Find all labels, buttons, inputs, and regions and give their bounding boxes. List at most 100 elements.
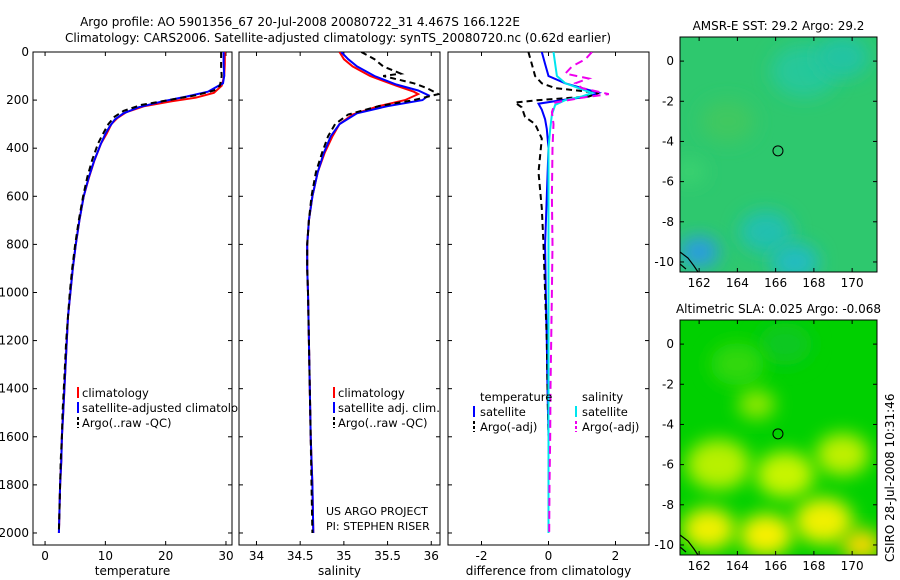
legend-label: Argo(..raw -QC) bbox=[82, 416, 172, 430]
x-tick-label: 34.5 bbox=[287, 549, 314, 563]
x-tick-label: 2 bbox=[612, 549, 620, 563]
map-field-patch bbox=[701, 100, 755, 143]
y-tick-label: -8 bbox=[662, 215, 674, 229]
map-field-patch bbox=[737, 389, 776, 420]
map-frame bbox=[679, 319, 878, 556]
map-field-patch bbox=[680, 158, 706, 185]
y-tick-label: -6 bbox=[662, 175, 674, 189]
map-title: Altimetric SLA: 0.025 Argo: -0.068 bbox=[676, 302, 881, 316]
legend-label: satellite adj. clim. bbox=[338, 401, 440, 415]
pi-label: PI: STEPHEN RISER bbox=[326, 520, 430, 533]
map-title: AMSR-E SST: 29.2 Argo: 29.2 bbox=[693, 19, 865, 33]
y-tick-label: 1400 bbox=[0, 382, 29, 396]
x-tick-label: 30 bbox=[218, 549, 233, 563]
series-line-1 bbox=[306, 52, 431, 534]
y-tick-label: -2 bbox=[662, 94, 674, 108]
map-field-patch bbox=[793, 497, 853, 544]
map-field-patch bbox=[758, 323, 812, 366]
map-field-patch bbox=[681, 507, 736, 550]
x-axis-label: salinity bbox=[318, 564, 361, 578]
y-tick-label: 0 bbox=[21, 45, 29, 59]
series-line-2 bbox=[57, 52, 223, 531]
y-tick-label: 1000 bbox=[0, 285, 29, 299]
map-field-patch bbox=[815, 433, 870, 476]
y-tick-label: -8 bbox=[662, 498, 674, 512]
series-line-1 bbox=[512, 52, 600, 533]
map-frame bbox=[679, 36, 878, 273]
series-line-2 bbox=[306, 52, 440, 534]
x-tick-label: 35 bbox=[336, 549, 351, 563]
side-timestamp: CSIRO 28-Jul-2008 10:31:46 bbox=[883, 394, 897, 562]
x-tick-label: 170 bbox=[841, 276, 864, 290]
map-field-patches bbox=[681, 323, 877, 555]
y-tick-label: 2000 bbox=[0, 526, 29, 540]
x-tick-label: 168 bbox=[802, 276, 825, 290]
argo-float-marker bbox=[772, 145, 784, 157]
map-field-patch bbox=[710, 343, 765, 386]
y-tick-label: -10 bbox=[654, 538, 674, 552]
y-tick-label: 800 bbox=[6, 237, 29, 251]
map-field-patch bbox=[686, 439, 751, 490]
legend-label: Argo(..raw -QC) bbox=[338, 416, 428, 430]
x-tick-label: 170 bbox=[841, 559, 864, 573]
sst-map-panel: AMSR-E SST: 29.2 Argo: 29.2 162 164 166 168 1… bbox=[654, 19, 878, 290]
sla-map-panel: Altimetric SLA: 0.025 Argo: -0.068 162 164… bbox=[654, 302, 881, 573]
y-tick-label: 0 bbox=[666, 54, 674, 68]
x-tick-label: 36 bbox=[424, 549, 439, 563]
y-tick-label: 400 bbox=[6, 141, 29, 155]
x-tick-label: -2 bbox=[476, 549, 488, 563]
x-axis-label: temperature bbox=[95, 564, 170, 578]
x-tick-label: 35.5 bbox=[374, 549, 401, 563]
map-field-patch bbox=[739, 210, 793, 253]
x-tick-label: 162 bbox=[688, 559, 711, 573]
x-axis-label: difference from climatology bbox=[466, 564, 632, 578]
x-tick-label: 0 bbox=[41, 549, 49, 563]
figure-title-line1: Argo profile: AO 5901356_67 20-Jul-2008 … bbox=[80, 15, 520, 29]
legend-label: satellite-adjusted climatology bbox=[82, 401, 252, 415]
y-tick-label: 1600 bbox=[0, 430, 29, 444]
x-tick-label: 10 bbox=[98, 549, 113, 563]
x-tick-label: 34 bbox=[249, 549, 264, 563]
y-tick-label: -4 bbox=[662, 417, 674, 431]
plot-frame bbox=[32, 51, 233, 546]
y-tick-label: 1800 bbox=[0, 478, 29, 492]
map-field-patch bbox=[755, 451, 815, 498]
legend-label: climatology bbox=[338, 386, 405, 400]
salinity-profile-panel: 34 34.5 35 35.5 36 salinity climatologysatelli… bbox=[238, 51, 441, 578]
y-tick-label: 0 bbox=[666, 337, 674, 351]
map-field-patches bbox=[680, 37, 870, 272]
map-field-patch bbox=[739, 513, 793, 555]
y-tick-label: -2 bbox=[662, 377, 674, 391]
x-tick-label: 20 bbox=[158, 549, 173, 563]
map-field-patch bbox=[841, 529, 877, 555]
y-tick-label: 1200 bbox=[0, 334, 29, 348]
x-tick-label: 166 bbox=[764, 276, 787, 290]
y-tick-label: -10 bbox=[654, 255, 674, 269]
x-tick-label: 166 bbox=[764, 559, 787, 573]
argo-float-marker bbox=[772, 428, 784, 440]
legend-label: climatology bbox=[82, 386, 149, 400]
legend-label: satellite bbox=[480, 405, 526, 419]
legend-label: satellite bbox=[582, 405, 628, 419]
legend-label: Argo(-adj) bbox=[582, 420, 639, 434]
x-tick-label: 162 bbox=[688, 276, 711, 290]
x-tick-label: 168 bbox=[802, 559, 825, 573]
legend-label: Argo(-adj) bbox=[480, 420, 537, 434]
legend-group-title: salinity bbox=[582, 390, 623, 404]
map-field-patch bbox=[815, 37, 870, 79]
y-tick-label: -6 bbox=[662, 458, 674, 472]
figure-title-line2: Climatology: CARS2006. Satellite-adjuste… bbox=[65, 31, 611, 45]
coastline bbox=[680, 534, 699, 555]
y-tick-label: 200 bbox=[6, 93, 29, 107]
x-tick-label: 164 bbox=[726, 559, 749, 573]
y-tick-label: 600 bbox=[6, 189, 29, 203]
x-tick-label: 0 bbox=[545, 549, 553, 563]
map-field-patch bbox=[680, 236, 720, 268]
plot-frame bbox=[238, 51, 441, 546]
x-tick-label: 164 bbox=[726, 276, 749, 290]
map-field-patch bbox=[770, 243, 819, 272]
project-label: US ARGO PROJECT bbox=[326, 505, 428, 518]
legend-group-title: temperature bbox=[480, 390, 552, 404]
